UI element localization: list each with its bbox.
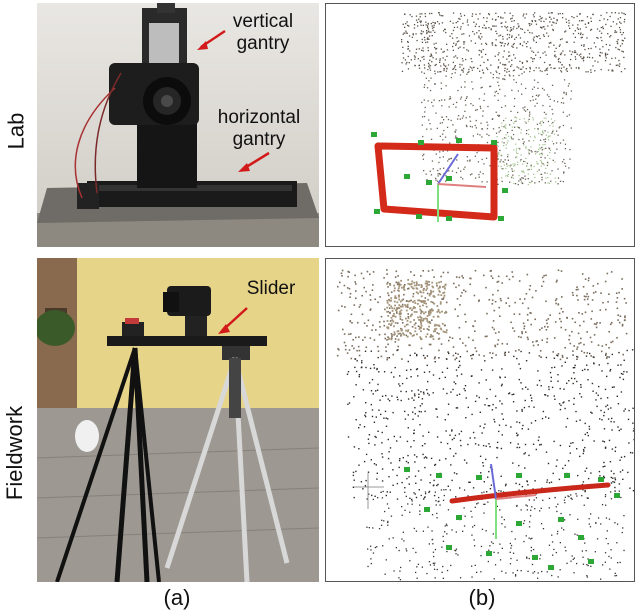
lab-photo-illustration [37, 3, 319, 247]
annotation-slider: Slider [246, 278, 296, 299]
annotation-horizontal-gantry: horizontal gantry [217, 107, 301, 150]
lab-point-cloud [325, 3, 635, 247]
fieldwork-point-cloud [325, 258, 635, 582]
annotation-vertical-gantry: vertical gantry [232, 11, 294, 54]
row-label-fieldwork: Fieldwork [2, 405, 28, 501]
fieldwork-photo: Slider [37, 258, 319, 582]
fieldwork-reconstruction [336, 269, 634, 581]
row-label-lab: Lab [3, 112, 29, 150]
fieldwork-photo-illustration [37, 258, 319, 582]
caption-a: (a) [163, 585, 191, 610]
lab-reconstruction [371, 12, 626, 222]
caption-b: (b) [468, 585, 496, 610]
lab-photo: vertical gantry horizontal gantry [37, 3, 319, 247]
